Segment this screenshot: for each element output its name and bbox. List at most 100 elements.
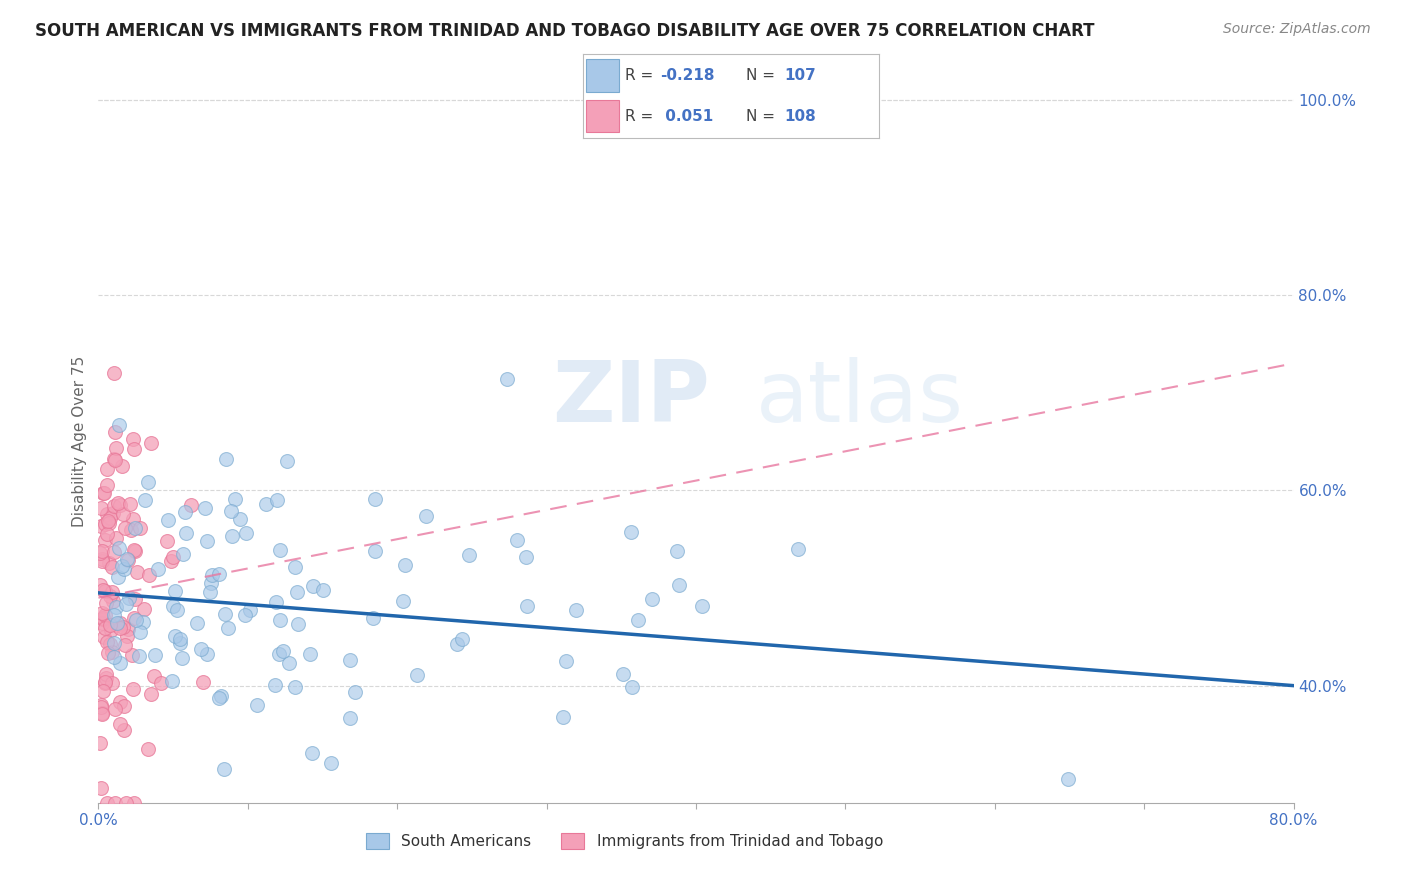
Point xyxy=(101,506,124,520)
Point xyxy=(553,710,575,724)
Point xyxy=(207,566,229,581)
Point xyxy=(284,681,307,695)
Point xyxy=(112,562,135,576)
Y-axis label: Disability Age Over 75: Disability Age Over 75 xyxy=(72,356,87,527)
Point xyxy=(117,622,139,636)
Point xyxy=(160,674,183,689)
Point xyxy=(620,680,643,694)
Point xyxy=(108,616,131,631)
Point xyxy=(94,671,117,685)
Point xyxy=(108,695,131,709)
Point xyxy=(124,544,146,558)
Point xyxy=(96,462,118,476)
Point xyxy=(107,570,129,584)
Point xyxy=(90,551,112,566)
Point xyxy=(620,524,643,539)
Point xyxy=(120,497,142,511)
Point xyxy=(138,475,160,489)
Point xyxy=(125,565,148,579)
Point xyxy=(364,491,387,506)
Point xyxy=(141,687,163,701)
Point xyxy=(96,508,118,522)
Point xyxy=(394,558,416,572)
Point xyxy=(103,545,125,559)
Point xyxy=(692,599,714,614)
Point xyxy=(104,441,127,455)
Point xyxy=(343,685,366,699)
Point xyxy=(668,578,690,592)
Point xyxy=(287,617,309,632)
Point xyxy=(91,606,114,620)
Point xyxy=(195,648,218,662)
FancyBboxPatch shape xyxy=(586,100,619,132)
Point xyxy=(278,657,301,671)
Point xyxy=(150,675,173,690)
Point xyxy=(214,762,236,776)
Point xyxy=(103,452,125,467)
Point xyxy=(122,610,145,624)
Point xyxy=(166,603,188,617)
Point xyxy=(89,736,111,750)
Point xyxy=(121,432,143,446)
Point xyxy=(91,684,114,698)
Point xyxy=(114,521,136,535)
Point xyxy=(93,584,115,599)
Point xyxy=(107,496,129,510)
Point xyxy=(339,711,361,725)
Point xyxy=(176,525,198,540)
Point xyxy=(162,599,184,614)
Point xyxy=(90,698,112,712)
Point xyxy=(108,417,131,432)
Point xyxy=(269,613,291,627)
Point xyxy=(128,648,150,663)
Point xyxy=(201,568,224,582)
Point xyxy=(104,600,127,615)
Point xyxy=(162,549,184,564)
Point xyxy=(91,707,114,722)
Point xyxy=(111,558,134,573)
Point xyxy=(101,594,124,608)
Point xyxy=(108,717,131,731)
Point xyxy=(93,630,115,644)
Point xyxy=(108,498,131,512)
Point xyxy=(94,666,117,681)
Text: N =: N = xyxy=(747,68,780,83)
Point xyxy=(285,584,308,599)
Point xyxy=(787,542,810,557)
Point xyxy=(98,516,121,531)
Point xyxy=(90,706,112,720)
Point xyxy=(90,501,112,516)
Point xyxy=(458,548,481,562)
Point xyxy=(339,653,361,667)
Point xyxy=(90,615,112,630)
Point xyxy=(221,529,243,543)
Point xyxy=(91,543,114,558)
Point xyxy=(506,533,529,547)
Point xyxy=(108,621,131,635)
Text: N =: N = xyxy=(747,109,780,124)
Point xyxy=(105,615,128,630)
Point xyxy=(96,634,118,648)
Text: R =: R = xyxy=(624,109,658,124)
Point xyxy=(128,624,150,639)
Text: Source: ZipAtlas.com: Source: ZipAtlas.com xyxy=(1223,22,1371,37)
Point xyxy=(194,500,217,515)
Point xyxy=(124,521,146,535)
Point xyxy=(134,492,156,507)
Point xyxy=(298,648,321,662)
Point xyxy=(101,584,124,599)
Point xyxy=(364,544,387,558)
Point xyxy=(666,544,689,558)
Text: SOUTH AMERICAN VS IMMIGRANTS FROM TRINIDAD AND TOBAGO DISABILITY AGE OVER 75 COR: SOUTH AMERICAN VS IMMIGRANTS FROM TRINID… xyxy=(35,22,1095,40)
Point xyxy=(198,585,221,599)
Point xyxy=(103,636,125,650)
Point xyxy=(93,676,115,690)
Point xyxy=(89,546,111,560)
Point xyxy=(114,638,136,652)
Point xyxy=(122,682,145,697)
Point xyxy=(138,567,160,582)
Point xyxy=(515,550,537,565)
Point xyxy=(180,499,202,513)
Point xyxy=(312,583,335,598)
Legend: South Americans, Immigrants from Trinidad and Tobago: South Americans, Immigrants from Trinida… xyxy=(366,833,883,849)
